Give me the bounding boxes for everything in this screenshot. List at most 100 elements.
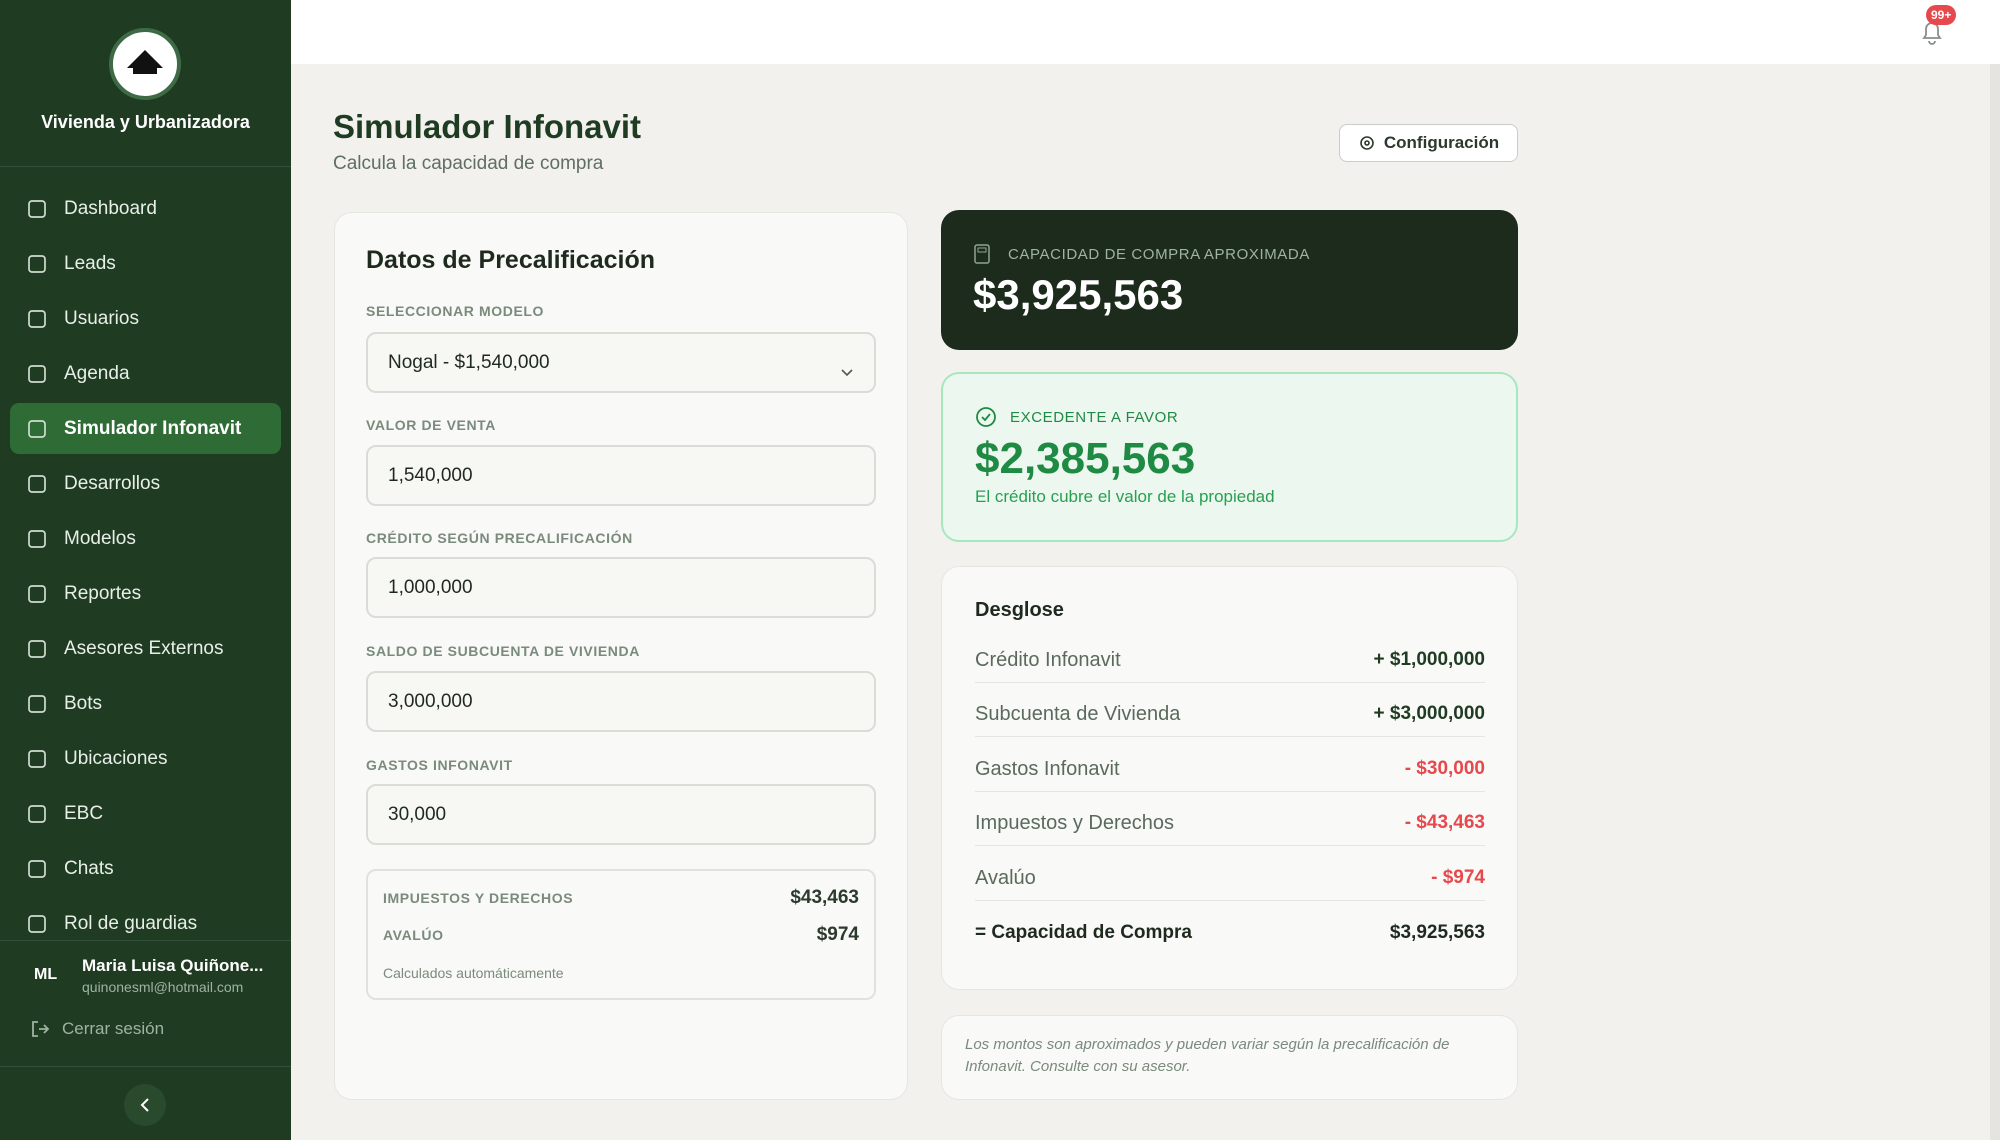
- breakdown-label: Avalúo: [975, 866, 1036, 889]
- surplus-card: [941, 372, 1518, 542]
- chevron: [140, 1098, 149, 1112]
- field-label: CRÉDITO SEGÚN PRECALIFICACIÓN: [366, 530, 633, 546]
- input[interactable]: 1,540,000: [366, 445, 876, 506]
- nav-icon: [28, 419, 46, 438]
- computed-value: $974: [816, 924, 859, 945]
- nav-icon: [28, 749, 46, 768]
- nav-item[interactable]: Chats: [10, 843, 281, 894]
- field-value: 1,000,000: [388, 576, 473, 598]
- sidebar: Vivienda y Urbanizadora Dashboard Leads Us…: [0, 0, 291, 1140]
- capacity-label: CAPACIDAD DE COMPRA APROXIMADA: [1008, 246, 1310, 263]
- breakdown-row: Subcuenta de Vivienda + $3,000,000: [975, 703, 1485, 726]
- chevron-down: [841, 369, 853, 377]
- nav-icon: [28, 584, 46, 603]
- surplus-description: El crédito cubre el valor de la propieda…: [975, 487, 1275, 506]
- nav-icon: [28, 199, 46, 218]
- capacity-value: $3,925,563: [973, 271, 1184, 318]
- capacity-card: [941, 210, 1518, 350]
- breakdown-value: - $30,000: [1404, 757, 1485, 779]
- nav-icon: [28, 254, 46, 273]
- collapse-button[interactable]: [124, 1084, 166, 1126]
- nav-label: Rol de guardias: [64, 912, 198, 934]
- scrollbar[interactable]: [1990, 64, 2000, 1140]
- nav-item[interactable]: Agenda: [10, 348, 281, 399]
- nav-item[interactable]: Simulador Infonavit: [10, 403, 281, 454]
- disclaimer: Los montos son aproximados y pueden vari…: [965, 1036, 1450, 1075]
- input[interactable]: 3,000,000: [366, 671, 876, 732]
- field-label: SELECCIONAR MODELO: [366, 303, 545, 319]
- logo: [109, 28, 181, 100]
- nav-item[interactable]: Bots: [10, 678, 281, 729]
- nav-item[interactable]: Desarrollos: [10, 458, 281, 509]
- surplus-value: $2,385,563: [975, 434, 1196, 483]
- logo-mark: [127, 50, 163, 74]
- nav-label: Modelos: [64, 527, 136, 549]
- nav-icon: [28, 694, 46, 713]
- user-email: quinonesml@hotmail.com: [82, 979, 244, 995]
- nav-item[interactable]: Reportes: [10, 568, 281, 619]
- nav-item[interactable]: Modelos: [10, 513, 281, 564]
- computed-label: IMPUESTOS Y DERECHOS: [383, 890, 574, 906]
- nav-item[interactable]: Rol de guardias: [10, 898, 281, 949]
- separator: [975, 845, 1485, 847]
- breakdown-label: Impuestos y Derechos: [975, 812, 1174, 835]
- field-label: VALOR DE VENTA: [366, 417, 496, 433]
- separator: [975, 736, 1485, 738]
- total-value: $3,925,563: [1389, 922, 1485, 943]
- surplus-label: EXCEDENTE A FAVOR: [1010, 409, 1179, 426]
- breakdown-row: Impuestos y Derechos - $43,463: [975, 812, 1485, 835]
- field-value: 3,000,000: [388, 690, 473, 712]
- nav-icon: [28, 529, 46, 548]
- nav-icon: [28, 639, 46, 658]
- breakdown-value: - $974: [1431, 866, 1485, 888]
- separator: [975, 899, 1485, 901]
- computed-value: $43,463: [790, 887, 859, 908]
- nav-label: Reportes: [64, 582, 142, 604]
- nav-item[interactable]: Usuarios: [10, 293, 281, 344]
- computed-row: AVALÚO $974: [383, 924, 859, 946]
- select[interactable]: Nogal - $1,540,000: [366, 332, 876, 393]
- nav-label: Bots: [64, 692, 103, 714]
- input[interactable]: 1,000,000: [366, 557, 876, 618]
- computed-box: [366, 869, 876, 1000]
- input[interactable]: 30,000: [366, 784, 876, 845]
- separator: [975, 790, 1485, 792]
- nav-item[interactable]: Asesores Externos: [10, 623, 281, 674]
- nav-label: Ubicaciones: [64, 747, 168, 769]
- nav-item[interactable]: EBC: [10, 788, 281, 839]
- breakdown-title: Desglose: [975, 599, 1064, 621]
- gear-icon: [1360, 136, 1374, 150]
- divider: [0, 1066, 291, 1067]
- breakdown-label: Gastos Infonavit: [975, 757, 1120, 780]
- nav-label: Dashboard: [64, 197, 157, 219]
- nav-label: EBC: [64, 802, 104, 824]
- avatar: ML: [34, 966, 58, 983]
- separator: [975, 682, 1485, 683]
- breakdown-value: + $1,000,000: [1373, 649, 1485, 670]
- nav-item[interactable]: Ubicaciones: [10, 733, 281, 784]
- breakdown-value: - $43,463: [1404, 812, 1485, 834]
- breakdown-card: [941, 566, 1518, 990]
- nav-item[interactable]: Leads: [10, 238, 281, 289]
- nav-label: Agenda: [64, 362, 130, 384]
- field-value: Nogal - $1,540,000: [388, 351, 550, 373]
- page-title: Simulador Infonavit: [333, 108, 642, 145]
- total-row: = Capacidad de Compra $3,925,563: [975, 922, 1485, 944]
- nav-icon: [28, 804, 46, 823]
- breakdown-row: Avalúo - $974: [975, 867, 1485, 890]
- field-value: 1,540,000: [388, 464, 473, 486]
- form-title: Datos de Precalificación: [366, 246, 656, 274]
- computed-label: AVALÚO: [383, 927, 444, 943]
- computed-note: Calculados automáticamente: [383, 965, 564, 981]
- brand: Vivienda y Urbanizadora: [41, 112, 250, 132]
- calc-icon: [974, 244, 990, 264]
- topbar: 99+: [291, 0, 2000, 64]
- nav-label: Simulador Infonavit: [64, 417, 242, 439]
- nav-label: Chats: [64, 857, 114, 879]
- nav-item[interactable]: Dashboard: [10, 183, 281, 234]
- nav-label: Asesores Externos: [64, 637, 224, 659]
- total-label: = Capacidad de Compra: [975, 922, 1192, 943]
- logout[interactable]: Cerrar sesión: [30, 1019, 164, 1039]
- config-button[interactable]: Configuración: [1339, 124, 1518, 162]
